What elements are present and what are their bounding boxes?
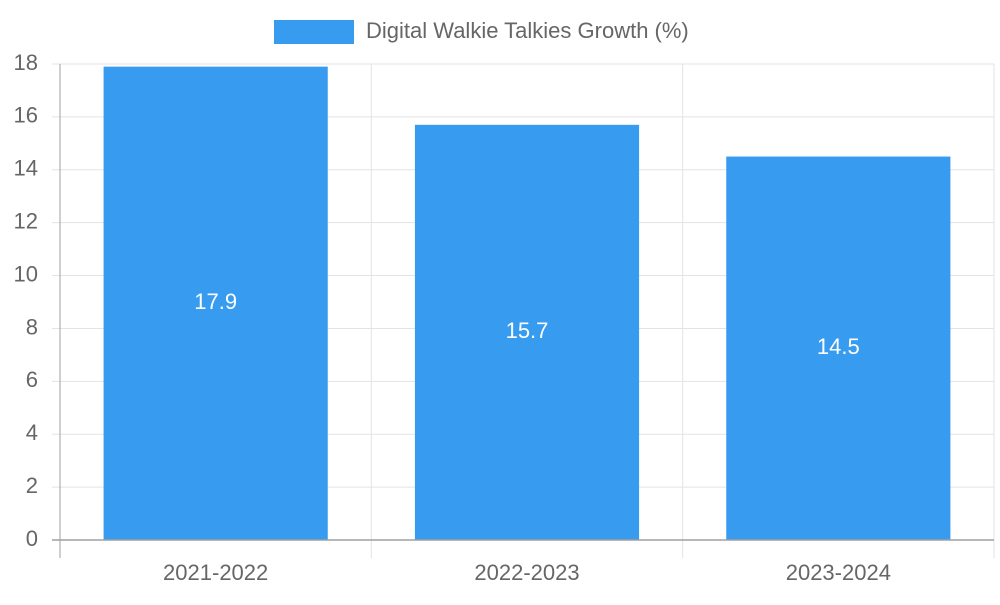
y-tick-label: 2 — [26, 473, 38, 498]
legend: Digital Walkie Talkies Growth (%) — [274, 18, 689, 44]
y-tick-label: 10 — [14, 261, 38, 286]
y-tick-label: 18 — [14, 50, 38, 75]
x-tick-label: 2023-2024 — [786, 560, 891, 585]
bar-value-label: 15.7 — [506, 318, 549, 343]
legend-swatch — [274, 20, 354, 44]
bar — [414, 124, 640, 541]
y-tick-label: 16 — [14, 103, 38, 128]
y-tick-label: 4 — [26, 420, 38, 445]
y-tick-label: 12 — [14, 208, 38, 233]
y-tick-label: 0 — [26, 526, 38, 551]
x-tick-label: 2022-2023 — [474, 560, 579, 585]
bar-value-label: 14.5 — [817, 334, 860, 359]
bar-value-label: 17.9 — [194, 289, 237, 314]
y-tick-label: 14 — [14, 156, 38, 181]
labels: 0 2 4 6 8 10 12 14 16 18 17.9 2021-2022 15.7 2022-202… — [14, 50, 891, 585]
x-tick-label: 2021-2022 — [163, 560, 268, 585]
bars — [103, 66, 951, 541]
bar — [103, 66, 328, 541]
bar — [726, 156, 951, 541]
y-tick-label: 8 — [26, 314, 38, 339]
axes — [52, 63, 994, 558]
y-tick-label: 6 — [26, 367, 38, 392]
legend-label: Digital Walkie Talkies Growth (%) — [366, 18, 689, 43]
